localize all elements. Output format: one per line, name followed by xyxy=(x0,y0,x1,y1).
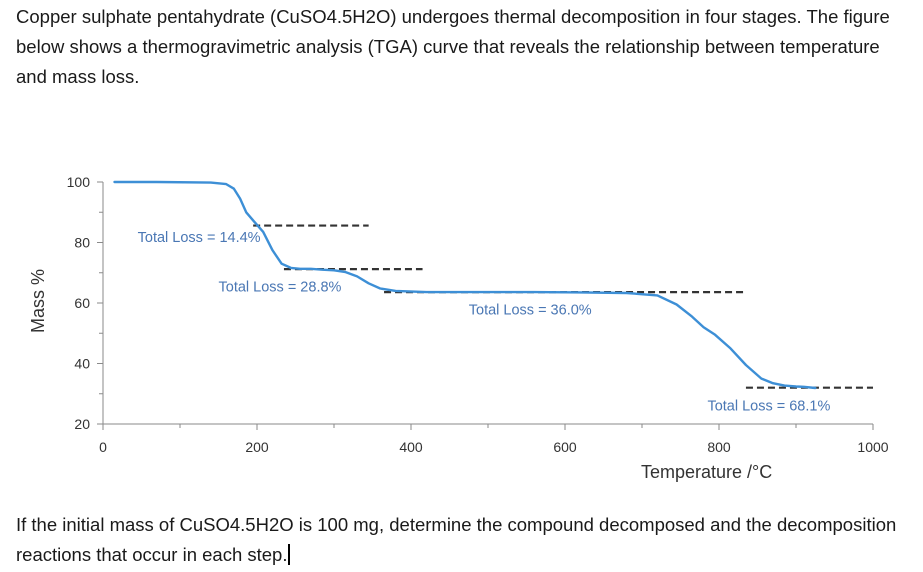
y-tick-label: 20 xyxy=(74,416,90,432)
y-tick-label: 80 xyxy=(74,235,90,251)
question-text-field[interactable]: If the initial mass of CuSO4.5H2O is 100… xyxy=(16,510,911,570)
y-axis-title: Mass % xyxy=(28,269,48,333)
x-tick-label: 200 xyxy=(245,439,269,455)
question-text: If the initial mass of CuSO4.5H2O is 100… xyxy=(16,514,897,565)
total-loss-annotation: Total Loss = 36.0% xyxy=(469,302,592,318)
problem-intro-text: Copper sulphate pentahydrate (CuSO4.5H2O… xyxy=(16,6,890,87)
total-loss-annotation: Total Loss = 14.4% xyxy=(138,230,261,246)
x-tick-label: 400 xyxy=(399,439,423,455)
total-loss-annotation: Total Loss = 28.8% xyxy=(219,280,342,296)
total-loss-annotation: Total Loss = 68.1% xyxy=(707,399,830,415)
x-axis-title: Temperature /°C xyxy=(641,462,772,482)
axis-titles: Temperature /°C Mass % xyxy=(28,269,772,482)
annotations: Total Loss = 14.4% Total Loss = 28.8% Tota… xyxy=(138,230,831,415)
curve-layer xyxy=(113,180,817,390)
y-tick-label: 40 xyxy=(74,356,90,372)
y-tick-label: 60 xyxy=(74,295,90,311)
x-tick-label: 1000 xyxy=(857,439,888,455)
x-tick-label: 600 xyxy=(553,439,577,455)
x-tick-label: 0 xyxy=(99,439,107,455)
y-tick-label: 100 xyxy=(67,174,91,190)
x-tick-label: 800 xyxy=(707,439,731,455)
text-cursor xyxy=(288,544,290,565)
tga-curve xyxy=(113,180,817,390)
